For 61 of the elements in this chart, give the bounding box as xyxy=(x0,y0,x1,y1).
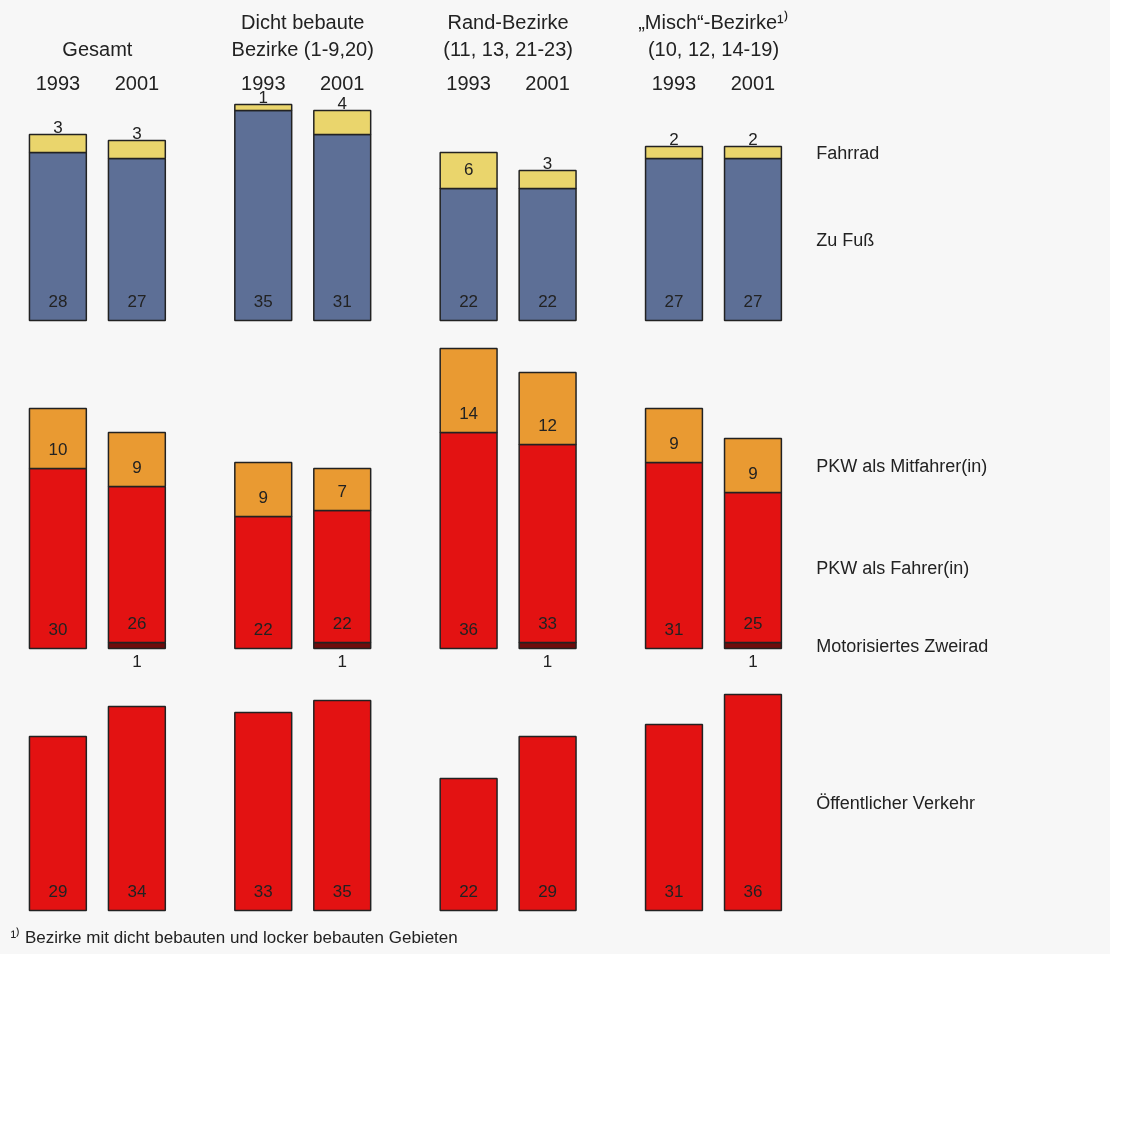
data-label: 22 xyxy=(332,614,352,634)
data-label: 29 xyxy=(48,882,68,902)
data-label: 26 xyxy=(127,614,147,634)
data-label: 10 xyxy=(48,440,68,460)
data-label: 3 xyxy=(132,124,142,144)
data-label: 6 xyxy=(463,160,474,180)
data-label: 14 xyxy=(459,404,479,424)
data-label: 28 xyxy=(48,292,68,312)
data-label: 36 xyxy=(459,620,479,640)
data-label: 33 xyxy=(538,614,558,634)
text: Rand-Bezirke (11, 13, 21-23) xyxy=(443,10,573,60)
data-label: 22 xyxy=(459,292,479,312)
series-label: PKW als Mitfahrer(in) xyxy=(816,455,988,476)
data-label: 3 xyxy=(53,118,63,138)
series-label: Fahrrad xyxy=(816,142,880,163)
data-label: 2 xyxy=(669,130,679,150)
text: Gesamt xyxy=(62,37,133,60)
series-label: Öffentlicher Verkehr xyxy=(816,792,975,813)
data-label: 27 xyxy=(743,292,763,312)
data-label: 35 xyxy=(253,292,273,312)
data-label: 4 xyxy=(337,94,347,114)
x-tick-label: 2001 xyxy=(319,71,365,94)
text: Dicht bebaute Bezirke (1-9,20) xyxy=(231,10,374,60)
data-label: 30 xyxy=(48,620,68,640)
data-label: 25 xyxy=(743,614,763,634)
x-tick-label: 1993 xyxy=(446,71,491,94)
data-label: 22 xyxy=(253,620,273,640)
data-label: 1 xyxy=(337,651,347,671)
data-label: 31 xyxy=(664,882,684,902)
x-tick-label: 1993 xyxy=(35,71,81,94)
data-label: 22 xyxy=(459,882,479,902)
x-tick-label: 1993 xyxy=(651,71,697,94)
data-label: 1 xyxy=(748,651,758,671)
data-label: 31 xyxy=(664,620,684,640)
data-label: 27 xyxy=(127,292,147,312)
data-label: 2 xyxy=(748,130,758,150)
data-label: 29 xyxy=(538,882,558,902)
data-label: 9 xyxy=(132,458,142,478)
data-label: 1 xyxy=(132,651,142,671)
text: „Misch“-Bezirke¹⁾ (10, 12, 14-19) xyxy=(638,9,789,60)
data-label: 3 xyxy=(542,154,553,174)
series-label: PKW als Fahrer(in) xyxy=(816,557,970,578)
data-label: 1 xyxy=(542,651,553,671)
data-label: 9 xyxy=(669,434,679,454)
data-label: 34 xyxy=(127,882,147,902)
data-label: 35 xyxy=(332,882,352,902)
x-tick-label: 2001 xyxy=(730,71,776,94)
data-label: 12 xyxy=(538,416,558,436)
data-label: 36 xyxy=(743,882,763,902)
text: ¹⁾ Bezirke mit dicht bebauten und locker bebauten Gebieten xyxy=(10,926,458,947)
data-label: 33 xyxy=(253,882,273,902)
data-label: 27 xyxy=(664,292,684,312)
x-tick-label: 2001 xyxy=(114,71,160,94)
data-label: 9 xyxy=(258,488,268,508)
series-label: Motorisiertes Zweirad xyxy=(816,635,989,656)
x-tick-label: 2001 xyxy=(525,71,570,94)
series-label: Zu Fuß xyxy=(816,229,875,250)
data-label: 22 xyxy=(538,292,558,312)
data-label: 31 xyxy=(332,292,352,312)
data-label: 9 xyxy=(748,464,758,484)
data-label: 7 xyxy=(337,482,347,502)
